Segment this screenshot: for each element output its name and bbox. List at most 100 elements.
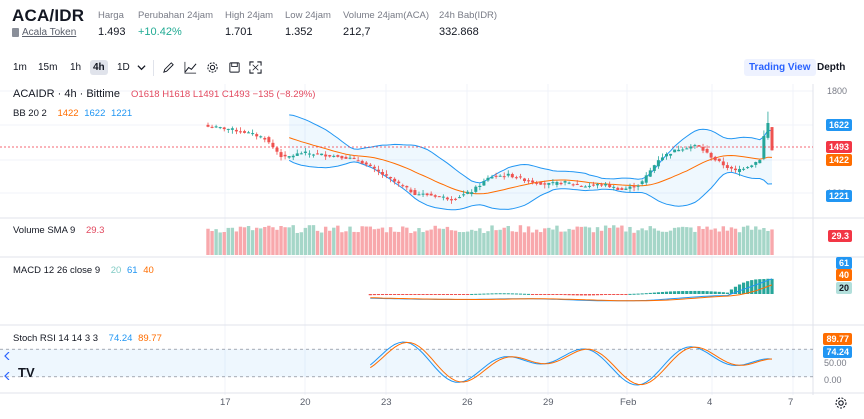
trading-view-button[interactable]: Trading View xyxy=(744,59,816,76)
macd-histogram-bar xyxy=(624,294,628,295)
candle-body xyxy=(656,160,660,167)
volume-bar xyxy=(660,231,665,255)
volume-bar xyxy=(595,227,600,255)
last-price-tag: 1493 xyxy=(825,141,852,153)
candle-body xyxy=(624,188,628,190)
stoch-k-line xyxy=(369,341,773,386)
save-icon[interactable] xyxy=(228,61,241,74)
volume-bar xyxy=(372,229,377,255)
timeframe-1h[interactable]: 1h xyxy=(70,62,82,73)
volume-bar xyxy=(384,232,389,255)
timeframe-1m[interactable]: 1m xyxy=(13,62,27,73)
macd-histogram-bar xyxy=(543,294,547,295)
volume-bar xyxy=(543,228,547,255)
volume-title: Volume SMA 9 xyxy=(13,225,76,236)
volume-bar xyxy=(721,226,726,255)
collapse-left-icon[interactable] xyxy=(4,352,10,360)
candle-body xyxy=(352,157,356,159)
tradingview-logo[interactable]: TV xyxy=(18,365,35,380)
timeframe-4h[interactable]: 4h xyxy=(90,60,108,75)
candle-body xyxy=(364,162,368,165)
candle-body xyxy=(522,178,526,181)
macd-histogram-bar xyxy=(697,290,701,294)
volume-bar xyxy=(668,230,673,255)
gear-icon[interactable] xyxy=(206,61,219,74)
macd-histogram-bar xyxy=(409,294,413,295)
candle-body xyxy=(587,185,591,187)
candle-body xyxy=(644,175,648,183)
volume-bar xyxy=(705,226,709,255)
macd-histogram-bar xyxy=(685,291,689,294)
candle-body xyxy=(433,195,437,197)
chevron-down-icon[interactable] xyxy=(137,63,146,72)
collapse-right-icon[interactable] xyxy=(4,372,10,380)
stat-price: Harga 1.493 xyxy=(98,10,126,38)
candle-body xyxy=(271,142,275,148)
chart-toolbar: 1m 15m 1h 4h 1D Trading View Depth xyxy=(0,54,864,80)
volume-bar xyxy=(234,231,239,255)
volume-bar xyxy=(750,229,754,255)
token-link[interactable]: Acala Token xyxy=(12,27,76,38)
depth-button[interactable]: Depth xyxy=(817,62,846,73)
chart-settings-icon[interactable] xyxy=(834,396,848,410)
volume-bar xyxy=(348,226,352,255)
candle-body xyxy=(604,184,608,186)
fullscreen-icon[interactable] xyxy=(249,61,262,74)
volume-bar xyxy=(559,231,563,255)
macd-histogram-bar xyxy=(599,294,604,296)
candle-body xyxy=(356,160,360,162)
line-chart-icon[interactable] xyxy=(184,61,197,74)
bb-basis-value: 1422 xyxy=(57,108,79,119)
volume-bar xyxy=(238,226,243,255)
ohlc-values: O1618 H1618 L1491 C1493 −135 (−8.29%) xyxy=(131,89,316,100)
macd-histogram-bar xyxy=(681,291,685,294)
macd-histogram-bar xyxy=(632,293,636,295)
macd-histogram-bar xyxy=(466,294,470,295)
candle-body xyxy=(665,154,669,157)
candle-body xyxy=(230,128,234,130)
volume-bar xyxy=(603,225,608,255)
candle-body xyxy=(697,145,701,147)
volume-bar xyxy=(457,232,462,255)
macd-histogram-bar xyxy=(677,291,681,294)
macd-histogram-bar xyxy=(608,294,612,295)
volume-bar xyxy=(295,232,299,255)
timeframe-1d[interactable]: 1D xyxy=(117,62,130,73)
volume-bar xyxy=(514,231,519,255)
volume-series xyxy=(206,225,774,255)
timeframe-15m[interactable]: 15m xyxy=(38,62,58,73)
macd-histogram-bar xyxy=(433,294,437,295)
price-chart[interactable] xyxy=(0,80,864,419)
volume-bar xyxy=(470,229,474,255)
token-link-label[interactable]: Acala Token xyxy=(22,27,77,38)
macd-histogram-bar xyxy=(733,286,738,294)
macd-histogram-bar xyxy=(380,294,385,296)
candle-body xyxy=(681,149,685,151)
stat-label: 24h Bab(IDR) xyxy=(439,10,498,21)
macd-histogram-bar xyxy=(555,294,559,295)
time-axis-label: 20 xyxy=(300,397,311,408)
volume-bar xyxy=(579,226,583,255)
candle-body xyxy=(693,145,697,147)
candle-body xyxy=(340,155,344,159)
volume-bar xyxy=(303,227,308,255)
macd-histogram-bar xyxy=(401,294,405,295)
candle-body xyxy=(328,155,332,157)
candle-body xyxy=(275,147,279,152)
candle-body xyxy=(583,186,587,188)
stat-label: Low 24jam xyxy=(285,10,331,21)
candle-body xyxy=(441,196,445,198)
volume-bar xyxy=(689,227,693,255)
macd-histogram-bar xyxy=(547,294,551,295)
volume-bar xyxy=(526,226,531,255)
bb-upper-value: 1622 xyxy=(84,108,106,119)
macd-histogram-bar xyxy=(405,294,409,295)
macd-histogram-bar xyxy=(693,290,697,294)
pencil-icon[interactable] xyxy=(162,61,175,74)
macd-histogram-bar xyxy=(725,292,729,294)
candle-body xyxy=(502,176,506,178)
macd-histogram-bar xyxy=(498,293,502,295)
candle-body xyxy=(222,127,226,130)
volume-bar xyxy=(437,228,441,255)
volume-bar xyxy=(620,225,624,255)
